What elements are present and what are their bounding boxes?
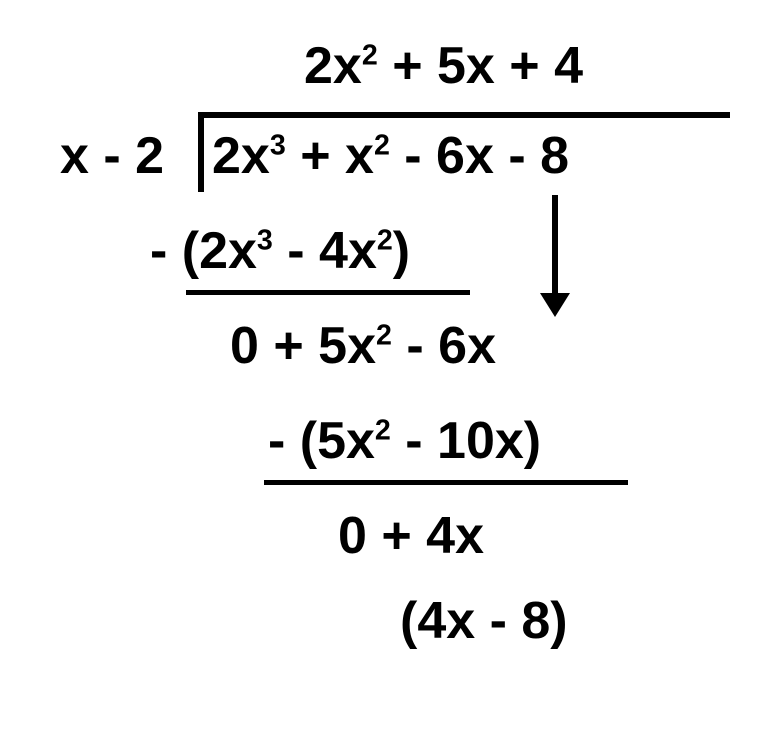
long-division-diagram: 2x2 + 5x + 4 x - 2 2x3 + x2 - 6x - 8 - (…: [0, 0, 768, 750]
step1-underline: [186, 290, 470, 295]
divisor: x - 2: [60, 130, 164, 182]
bring-down-arrow-head: [540, 293, 570, 317]
quotient-bar: [198, 112, 730, 118]
dividend: 2x3 + x2 - 6x - 8: [212, 130, 569, 182]
step2-result: 0 + 4x: [338, 510, 484, 562]
step2-underline: [264, 480, 628, 485]
step3-term: (4x - 8): [400, 595, 568, 647]
division-bracket-vertical: [198, 112, 204, 192]
step1-subtraction: - (2x3 - 4x2): [150, 225, 410, 277]
quotient: 2x2 + 5x + 4: [304, 40, 583, 92]
step1-result: 0 + 5x2 - 6x: [230, 320, 496, 372]
step2-subtraction: - (5x2 - 10x): [268, 415, 541, 467]
bring-down-arrow-shaft: [552, 195, 558, 295]
